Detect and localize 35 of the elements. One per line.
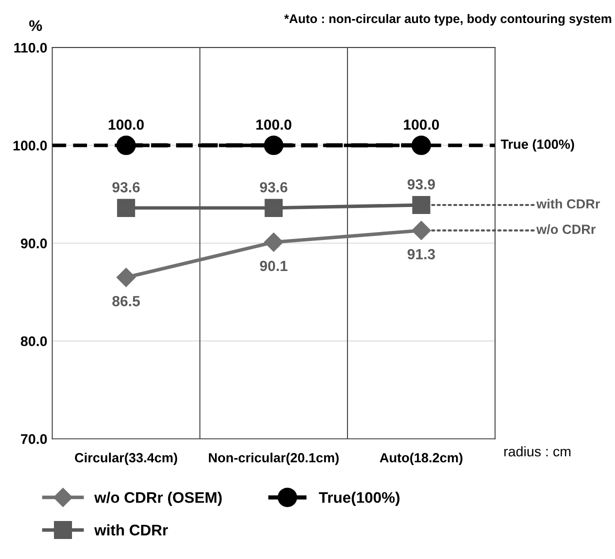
data-label: 93.9 [408, 179, 435, 190]
data-label: 93.6 [112, 182, 140, 192]
point [116, 136, 136, 156]
point [116, 268, 136, 287]
x-tick-label: Auto(18.2cm) [380, 452, 462, 466]
text: *Auto : non-circular auto type, body contouring system [284, 14, 612, 26]
data-label: 91.3 [408, 249, 435, 260]
data-label: 93.6 [260, 182, 288, 192]
y-tick-label: 80.0 [20, 336, 47, 346]
x-tick-label: Non-cricular(20.1cm) [208, 452, 339, 466]
data-label: 100.0 [404, 119, 439, 130]
y-tick-label: 70.0 [20, 434, 47, 444]
data-label: 86.5 [112, 296, 140, 306]
data-label: 90.1 [260, 260, 288, 272]
legend-label: with CDRr [94, 524, 168, 536]
x-axis-title: radius : cm [504, 446, 570, 456]
y-tick-label: 110.0 [14, 42, 47, 53]
legend-label: w/o CDRr (OSEM) [94, 492, 222, 506]
y-tick-label: 100.0 [14, 140, 47, 151]
annotation: w/o CDRr [536, 224, 596, 234]
point [264, 198, 283, 217]
y-axis-title: % [29, 20, 42, 31]
annotation: with CDRr [536, 198, 600, 209]
data-label: 100.0 [108, 119, 144, 130]
x-tick-label: Circular(33.4cm) [74, 452, 178, 466]
point [264, 232, 284, 252]
ref-line-label: True (100%) [500, 139, 574, 152]
point [412, 136, 431, 156]
data-label: 100.0 [256, 119, 292, 130]
point [264, 136, 284, 156]
point [412, 220, 431, 240]
point [117, 198, 136, 217]
point [412, 196, 430, 214]
y-tick-label: 90.0 [20, 238, 47, 248]
legend-label: True(100%) [318, 492, 400, 506]
